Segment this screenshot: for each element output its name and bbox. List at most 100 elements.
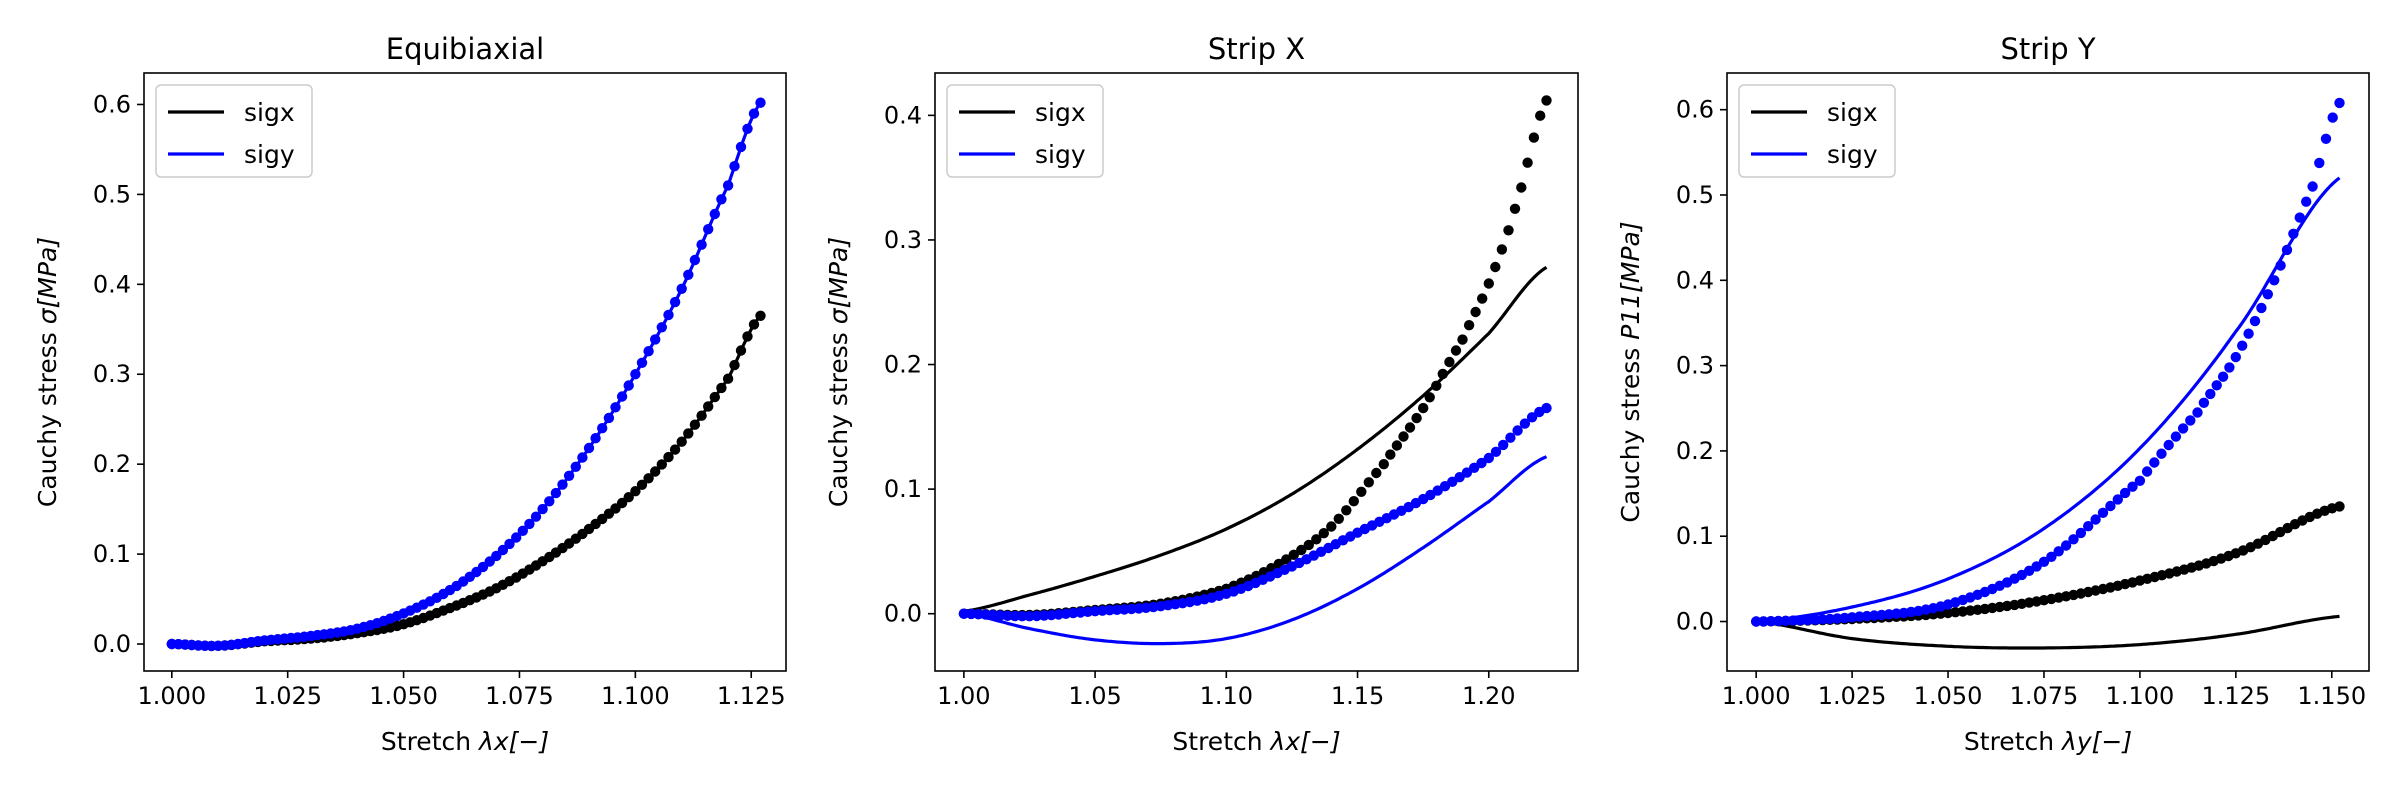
- chart-panel-1: Equibiaxial 1.000 1.025 1.050 1.075 1.100 1.12…: [33, 32, 787, 756]
- data-point-sigy: [716, 194, 727, 205]
- data-point-sigy: [696, 239, 707, 250]
- data-point-sigy: [1541, 402, 1552, 414]
- data-point-sigx: [696, 410, 707, 421]
- x-tick-label: 1.125: [717, 682, 786, 710]
- data-point-sigy: [2105, 500, 2116, 512]
- data-point-sigy: [2211, 380, 2222, 391]
- data-point-sigx: [1378, 459, 1390, 470]
- data-point-sigy: [497, 544, 509, 556]
- data-point-sigx: [1318, 528, 1330, 539]
- x-tick-label: 1.050: [1914, 682, 1983, 710]
- data-point-sigx: [1356, 486, 1367, 497]
- y-axis-label-math: σ[MPa]: [824, 237, 853, 324]
- data-point-sigx: [755, 310, 766, 321]
- data-point-sigy: [703, 224, 714, 235]
- y-tick-label: 0.3: [93, 360, 131, 388]
- y-tick-label: 0.2: [884, 351, 922, 379]
- data-point-sigx: [1326, 521, 1337, 532]
- data-point-sigx: [1483, 278, 1495, 289]
- x-tick-label: 1.050: [369, 682, 438, 710]
- x-tick-label: 1.10: [1200, 682, 1253, 710]
- data-point-sigy: [742, 123, 753, 134]
- data-point-sigy: [722, 180, 734, 191]
- data-point-sigy: [663, 309, 674, 321]
- data-point-sigy: [1751, 616, 1762, 627]
- legend-label-sigy: sigy: [1035, 140, 1086, 169]
- data-point-sigx: [1385, 449, 1396, 460]
- data-point-sigx: [1457, 334, 1468, 345]
- data-point-sigx: [1411, 412, 1422, 424]
- data-point-sigx: [748, 319, 760, 330]
- data-point-sigx: [1424, 392, 1435, 403]
- data-point-sigy: [2224, 362, 2235, 373]
- data-point-sigy: [2127, 481, 2138, 492]
- x-tick-label: 1.100: [2106, 682, 2175, 710]
- y-tick-label: 0.4: [93, 270, 131, 298]
- data-point-sigy: [2243, 328, 2254, 339]
- data-point-sigy: [610, 402, 621, 413]
- y-tick-label: 0.3: [1676, 352, 1714, 380]
- data-point-sigy: [1498, 439, 1509, 451]
- y-axis-label-math: σ[MPa]: [33, 237, 62, 324]
- y-tick-label: 0.6: [93, 90, 131, 118]
- data-point-sigx: [1431, 380, 1442, 391]
- legend: sigx sigy: [946, 84, 1104, 178]
- data-point-sigy: [2205, 388, 2216, 400]
- data-point-sigy: [544, 496, 555, 507]
- plot-data: [166, 97, 766, 652]
- series-line-sigy: [1756, 176, 2341, 624]
- data-point-sigy: [1854, 611, 1865, 622]
- data-point-sigx: [1496, 244, 1508, 255]
- data-point-sigx: [742, 331, 753, 342]
- x-tick-label: 1.150: [2297, 682, 2366, 710]
- data-point-sigx: [656, 459, 667, 470]
- data-point-sigy: [995, 610, 1006, 621]
- data-point-sigy: [2185, 415, 2196, 426]
- data-point-sigy: [2075, 527, 2087, 539]
- plot-frame: [143, 72, 787, 672]
- data-point-sigy: [1505, 432, 1516, 443]
- data-point-sigx: [1516, 182, 1527, 193]
- y-tick-label: 0.5: [93, 180, 131, 208]
- data-point-sigy: [2320, 133, 2332, 144]
- data-point-sigy: [2256, 302, 2267, 314]
- series-line-sigy: [963, 455, 1548, 646]
- data-point-sigy: [583, 442, 595, 454]
- data-point-sigy: [1802, 614, 1814, 626]
- data-point-sigy: [2307, 181, 2318, 192]
- data-point-sigy: [2198, 397, 2210, 408]
- data-point-sigy: [530, 511, 542, 522]
- chart-panel-2: Strip X 1.00 1.05 1.10 1.15 1.20 0.0 0.1 0.2 0.3 0…: [824, 32, 1579, 756]
- data-point-sigy: [2068, 534, 2079, 545]
- data-point-sigy: [570, 461, 581, 472]
- data-point-sigx: [1450, 345, 1462, 356]
- data-point-sigy: [2149, 457, 2160, 468]
- chart-title: Strip Y: [2000, 32, 2095, 66]
- data-point-sigy: [597, 423, 608, 434]
- data-point-sigy: [1476, 457, 1487, 469]
- x-axis-label-prefix: Stretch: [1172, 727, 1270, 756]
- data-point-sigy: [2060, 540, 2072, 551]
- data-point-sigy: [1002, 610, 1013, 621]
- legend-label-sigx: sigx: [1827, 98, 1878, 127]
- x-tick-label: 1.075: [485, 682, 554, 710]
- data-point-sigx: [1311, 534, 1322, 545]
- x-tick-label: 1.075: [2010, 682, 2079, 710]
- data-point-sigy: [1009, 610, 1021, 622]
- data-point-sigy: [2334, 97, 2345, 109]
- data-point-sigy: [2046, 551, 2057, 562]
- series-line-sigx: [1756, 614, 2340, 650]
- x-axis-label-prefix: Stretch: [381, 727, 479, 756]
- data-point-sigx: [689, 419, 701, 430]
- x-tick-label: 1.000: [137, 682, 206, 710]
- y-tick-label: 0.2: [93, 450, 131, 478]
- data-point-sigy: [1017, 611, 1028, 622]
- x-tick-label: 1.100: [601, 682, 670, 710]
- y-tick-label: 0.1: [93, 540, 131, 568]
- data-point-sigy: [2230, 351, 2241, 363]
- data-point-sigy: [2237, 340, 2248, 351]
- data-point-sigy: [2053, 546, 2064, 557]
- data-point-sigx: [1477, 293, 1488, 304]
- data-point-sigy: [1512, 425, 1523, 436]
- y-tick-label: 0.0: [1676, 608, 1714, 636]
